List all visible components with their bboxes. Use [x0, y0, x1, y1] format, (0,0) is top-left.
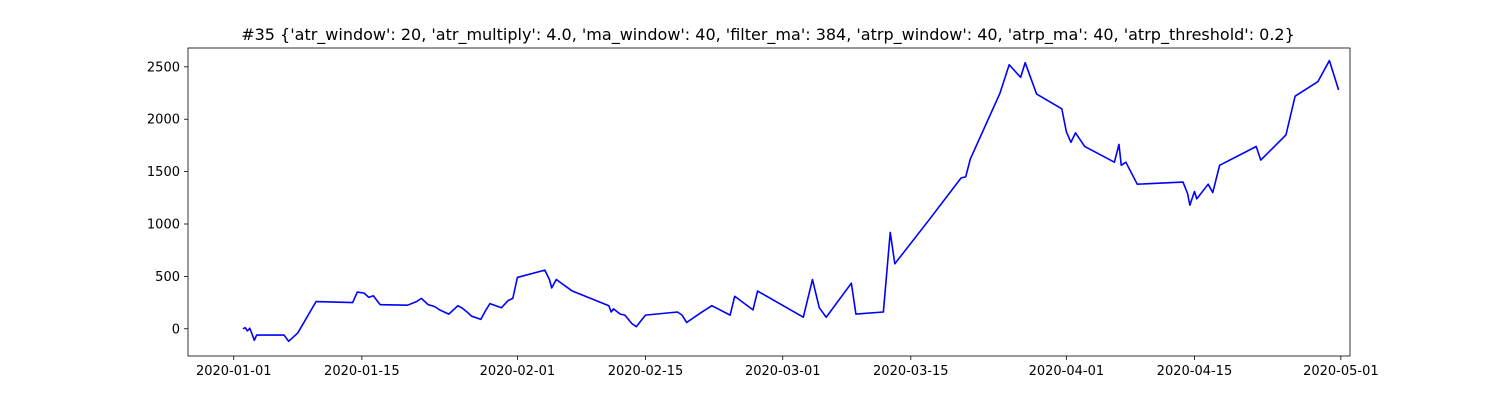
x-tick-label: 2020-01-01	[196, 364, 272, 379]
x-tick-label: 2020-01-15	[324, 364, 400, 379]
x-tick-label: 2020-04-15	[1157, 364, 1233, 379]
plot-area	[242, 59, 1340, 343]
series-line-0	[242, 59, 1340, 343]
y-tick-label: 2500	[147, 60, 180, 75]
x-tick-label: 2020-02-01	[480, 364, 556, 379]
y-tick-label: 2000	[147, 113, 180, 128]
y-tick-label: 0	[172, 322, 180, 337]
y-tick-label: 1000	[147, 218, 180, 233]
y-tick-label: 1500	[147, 165, 180, 180]
x-tick-label: 2020-03-01	[745, 364, 821, 379]
x-tick-label: 2020-03-15	[873, 364, 949, 379]
x-tick-label: 2020-05-01	[1303, 364, 1379, 379]
x-tick-label: 2020-04-01	[1029, 364, 1105, 379]
y-tick-label: 500	[155, 270, 180, 285]
axes: 2020-01-01 2020-01-15 2020-02-01 2020-02-15…	[147, 47, 1379, 379]
axes-frame	[187, 47, 1351, 357]
x-tick-label: 2020-02-15	[608, 364, 684, 379]
chart-title: #35 {'atr_window': 20, 'atr_multiply': 4…	[241, 25, 1295, 45]
